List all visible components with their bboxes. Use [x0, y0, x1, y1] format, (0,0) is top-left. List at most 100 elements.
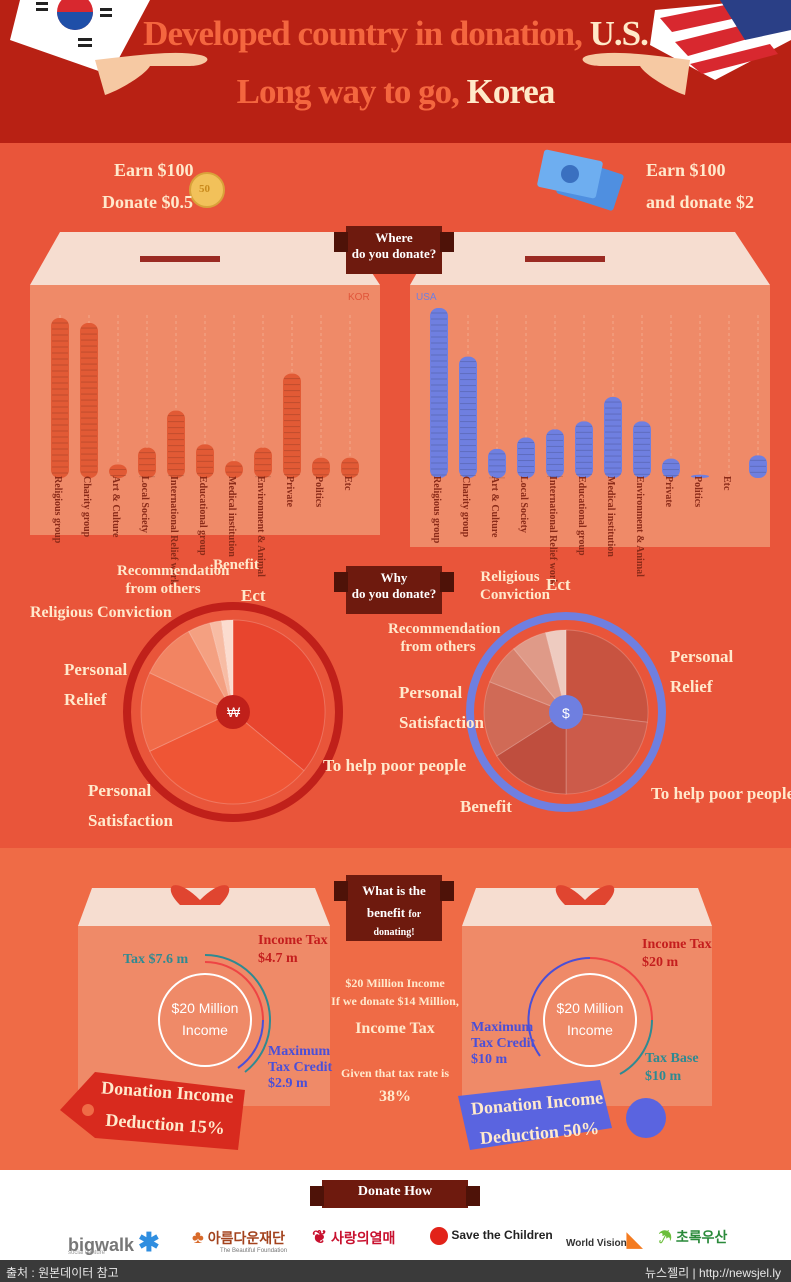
usa-earn-label: Earn $100: [646, 160, 726, 180]
title-line-2-bold: Korea: [466, 72, 556, 111]
kor-label-satisfaction: Personal Satisfaction: [88, 781, 173, 830]
logo-bigwalk[interactable]: bigwalk ✱ social venture: [68, 1227, 160, 1257]
why-ribbon-line1: Why: [380, 570, 408, 585]
save-children-icon: [430, 1227, 448, 1245]
kor-tax-label: Tax $7.6 m: [123, 952, 189, 967]
logo-beautiful-text: 아름다운재단: [207, 1230, 285, 1246]
credit-source: 출처 : 원본데이터 참고: [6, 1266, 119, 1280]
kor-pie-center: ₩: [227, 704, 241, 720]
logo-green-umbrella[interactable]: ☂ 초록우산: [658, 1227, 727, 1247]
usa-base-line1: Tax Base: [645, 1051, 699, 1066]
usa-income-tax-label: Income Tax $20 m: [642, 936, 712, 972]
logo-bigwalk-text: bigwalk: [68, 1235, 135, 1255]
benefit-ribbon-line2: benefit: [366, 905, 406, 920]
logo-world-vision[interactable]: World Vision◣: [566, 1227, 642, 1252]
middle-line1: $20 Million Income: [345, 976, 445, 990]
usa-center-line2: Income: [567, 1022, 613, 1038]
kor-deduction-tag: Donation Income Deduction 15%: [98, 1071, 235, 1144]
usa-credit-line3: $10 m: [471, 1052, 508, 1067]
fruit-icon: ❦: [312, 1227, 328, 1247]
benefit-ribbon-line1: What is the: [362, 883, 426, 898]
title-line-2: Long way to go, Korea: [0, 72, 791, 112]
logo-beautiful[interactable]: ♣ 아름다운재단 The Beautiful Foundation: [192, 1227, 287, 1254]
kor-label-religious: Religious Conviction: [30, 604, 172, 621]
kor-center-income: $20 Million Income: [170, 1000, 240, 1038]
kor-credit-line1: Maximum: [268, 1044, 331, 1059]
kor-center-line1: $20 Million: [171, 1000, 239, 1016]
middle-line3: Income Tax: [355, 1020, 435, 1037]
where-ribbon-line2: do you donate?: [351, 246, 437, 261]
kor-label-benefit: Benefit: [213, 557, 259, 573]
where-ribbon-line1: Where: [375, 230, 413, 245]
usa-base-label: Tax Base $10 m: [645, 1050, 699, 1086]
world-vision-icon: ◣: [626, 1229, 643, 1251]
kor-credit-line3: $2.9 m: [268, 1076, 308, 1091]
logo-beautiful-sub: The Beautiful Foundation: [220, 1248, 288, 1254]
credit-link[interactable]: 뉴스젤리 | http://newsjel.ly: [645, 1266, 781, 1280]
middle-line5: 38%: [379, 1088, 411, 1105]
kor-credit-label: Maximum Tax Credit $2.9 m: [268, 1044, 332, 1092]
usa-label-relief: Personal Relief: [670, 647, 734, 696]
kor-label-ect: Ect: [241, 586, 266, 605]
korea-flag-icon: [10, 0, 150, 75]
usa-label-benefit: Benefit: [460, 797, 512, 816]
usa-label-poor: To help poor people: [651, 784, 791, 803]
usa-deduction-tag: Donation Income Deduction 50%: [470, 1082, 607, 1153]
usa-center-line1: $20 Million: [556, 1000, 624, 1016]
usa-pie-center: $: [562, 705, 570, 721]
kor-earn-label: Earn $100: [114, 160, 194, 180]
usa-credit-label: Maximum Tax Credit $10 m: [471, 1020, 535, 1068]
usa-base-line2: $10 m: [645, 1069, 682, 1084]
usa-label-ect: Ect: [546, 575, 571, 594]
title-line-1-text: Developed country in donation,: [143, 14, 590, 53]
logo-world-vision-text: World Vision: [566, 1238, 627, 1249]
usa-credit-line1: Maximum: [471, 1020, 534, 1035]
why-ribbon-line2: do you donate?: [351, 586, 437, 601]
kor-donate-label: Donate $0.5: [102, 192, 193, 212]
kor-box-label: KOR: [348, 292, 370, 303]
logo-bigwalk-sub: social venture: [68, 1250, 106, 1256]
kor-label-recommendation-text: Recommendation from others: [117, 563, 230, 597]
logo-save-children-text: Save the Children: [451, 1228, 553, 1243]
logo-love-fruit-text: 사랑의열매: [330, 1230, 396, 1246]
usa-credit-line2: Tax Credit: [471, 1036, 536, 1051]
left-hand-icon: [95, 52, 208, 95]
usa-box-label: USA: [416, 292, 437, 303]
benefit-ribbon: What is the benefit for donating!: [334, 875, 454, 941]
kor-label-relief: Personal Relief: [64, 660, 128, 709]
title-line-1: Developed country in donation, U.S.: [0, 14, 791, 54]
kor-credit-line2: Tax Credit: [268, 1060, 333, 1075]
kor-income-tax-line2: $4.7 m: [258, 951, 298, 966]
flag-hands-art: [10, 0, 791, 95]
usa-center-income: $20 Million Income: [555, 1000, 625, 1038]
kor-label-poor: To help poor people: [323, 756, 467, 775]
header: Developed country in donation, U.S. Long…: [0, 0, 791, 143]
usa-label-satisfaction: Personal Satisfaction: [399, 683, 484, 732]
benefit-ribbon-line2b: for donating!: [373, 909, 422, 938]
kor-income-tax-line1: Income Tax: [258, 933, 328, 948]
middle-line2: If we donate $14 Million,: [331, 994, 459, 1008]
usa-label-religious: Religious Conviction: [480, 569, 551, 603]
credit-bar: 출처 : 원본데이터 참고 뉴스젤리 | http://newsjel.ly: [0, 1260, 791, 1282]
right-hand-icon: [582, 52, 690, 95]
usa-income-tax-line1: Income Tax: [642, 937, 712, 952]
umbrella-icon: ☂: [658, 1229, 672, 1245]
coin-label: 50: [199, 183, 210, 195]
middle-line4: Given that tax rate is: [341, 1066, 449, 1080]
donate-how-ribbon: Donate How: [310, 1180, 480, 1208]
usa-donate-label: and donate $2: [646, 192, 755, 212]
kor-center-line2: Income: [182, 1022, 228, 1038]
where-ribbon: Where do you donate?: [334, 226, 454, 274]
bigwalk-icon: ✱: [138, 1227, 160, 1257]
logo-save-children[interactable]: Save the Children: [430, 1227, 553, 1245]
kor-label-recommendation: Recommendation from others: [117, 562, 230, 598]
title-line-2-text: Long way to go,: [236, 72, 467, 111]
kor-income-tax-label: Income Tax $4.7 m: [258, 932, 328, 968]
why-ribbon: Why do you donate?: [334, 566, 454, 614]
usa-income-tax-line2: $20 m: [642, 955, 679, 970]
tree-icon: ♣: [192, 1227, 204, 1247]
title-line-1-bold: U.S.: [589, 14, 649, 53]
logo-green-umbrella-text: 초록우산: [675, 1229, 728, 1245]
usa-label-recommendation: Recommendation from others: [388, 621, 501, 655]
logo-love-fruit[interactable]: ❦ 사랑의열매: [312, 1227, 395, 1248]
